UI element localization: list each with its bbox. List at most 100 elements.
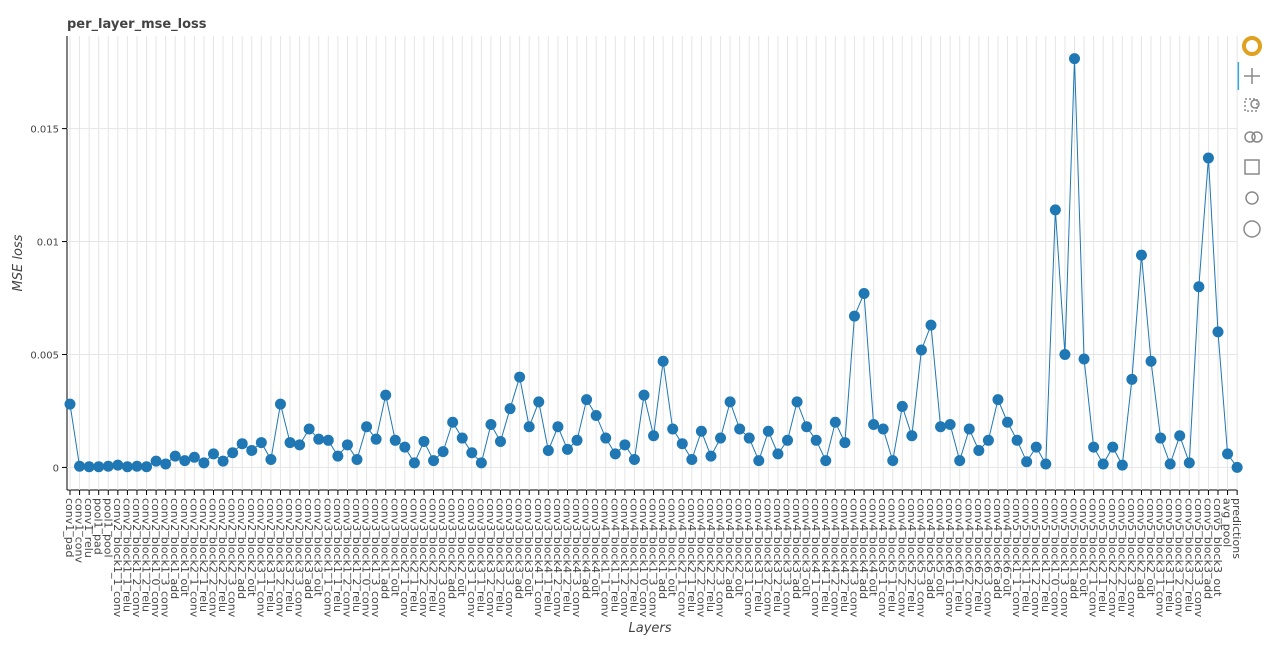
- x-tick-label: conv5_block2_1_conv: [1087, 498, 1100, 618]
- data-point: [1135, 249, 1147, 261]
- x-tick-label: conv2_block1_1_relu: [120, 498, 133, 612]
- y-axis-label: MSE loss: [11, 234, 26, 291]
- data-point: [64, 398, 76, 410]
- data-point: [715, 432, 727, 444]
- x-tick-label: conv4_block2_3_conv: [714, 498, 727, 618]
- data-point: [169, 450, 181, 462]
- x-tick-label: conv4_block5_2_conv: [895, 498, 908, 618]
- data-point: [1107, 441, 1119, 453]
- x-tick-label: conv4_block5_1_conv: [876, 498, 889, 618]
- data-point: [648, 430, 660, 442]
- data-point: [1145, 355, 1157, 367]
- data-point: [1059, 348, 1071, 360]
- data-point: [1155, 432, 1167, 444]
- x-tick-label: conv4_block2_1_relu: [685, 498, 698, 612]
- data-point: [102, 460, 114, 472]
- x-tick-label: conv4_block1_1_relu: [608, 498, 621, 612]
- data-point: [179, 455, 191, 467]
- x-tick-label: conv4_block5_3_conv: [914, 498, 927, 618]
- x-tick-label: conv5_block1_0_conv: [1048, 498, 1061, 618]
- data-point: [868, 418, 880, 430]
- x-tick-label: conv4_block6_add: [991, 498, 1004, 599]
- x-tick-label: conv3_block4_2_conv: [551, 498, 564, 618]
- data-point: [858, 287, 870, 299]
- x-tick-label: conv5_block2_add: [1134, 498, 1147, 599]
- help-tool[interactable]: [1243, 220, 1261, 238]
- x-tick-label: conv4_block1_3_conv: [647, 498, 660, 618]
- data-point: [657, 355, 669, 367]
- data-point: [1222, 448, 1234, 460]
- x-tick-label: conv2_block2_2_conv: [206, 498, 219, 618]
- x-tick-label: conv5_block3_3_conv: [1192, 498, 1205, 618]
- x-tick-label: conv3_block4_1_conv: [532, 498, 545, 618]
- x-tick-label: conv4_block1_0_conv: [637, 498, 650, 618]
- data-point: [370, 433, 382, 445]
- x-tick-label: conv1_conv: [73, 498, 86, 564]
- data-point: [112, 459, 124, 471]
- data-point: [1021, 456, 1033, 468]
- data-point: [494, 435, 506, 447]
- x-tick-label: conv4_block1_1_conv: [599, 498, 612, 618]
- x-tick-label: conv4_block1_add: [656, 498, 669, 599]
- x-tick-label: conv2_block1_2_conv: [130, 498, 143, 618]
- pan-tool[interactable]: [1244, 68, 1260, 84]
- data-point: [1183, 457, 1195, 469]
- data-point: [437, 446, 449, 458]
- toolbar: [1237, 36, 1263, 238]
- y-tick-label: 0.005: [30, 350, 59, 361]
- data-point: [93, 461, 105, 473]
- x-tick-label: conv3_block2_add: [446, 498, 459, 599]
- data-point: [361, 421, 373, 433]
- data-point: [724, 396, 736, 408]
- data-point: [485, 418, 497, 430]
- x-tick-label: conv3_block1_3_conv: [369, 498, 382, 618]
- data-point: [332, 450, 344, 462]
- x-tick-label: conv4_block5_add: [924, 498, 937, 599]
- data-point: [600, 432, 612, 444]
- x-tick-label: conv4_block4_3_conv: [847, 498, 860, 618]
- x-tick-label: conv2_block3_2_conv: [273, 498, 286, 618]
- x-tick-label: conv4_block2_add: [723, 498, 736, 599]
- wheel-zoom-tool[interactable]: [1244, 131, 1263, 143]
- data-point: [74, 460, 86, 472]
- x-tick-label: conv2_block3_1_conv: [254, 498, 267, 618]
- x-tick-label: pool1_pool: [101, 498, 114, 558]
- x-tick-label: conv2_block2_2_relu: [216, 498, 229, 612]
- data-point: [705, 450, 717, 462]
- data-point: [992, 394, 1004, 406]
- data-point: [935, 421, 947, 433]
- bokeh-logo[interactable]: [1242, 36, 1262, 56]
- data-point: [1212, 326, 1224, 338]
- x-tick-label: conv3_block2_3_conv: [436, 498, 449, 618]
- x-tick-label: conv1_relu: [82, 498, 95, 558]
- data-point: [1202, 152, 1214, 164]
- x-tick-label: conv3_block3_out: [522, 498, 535, 597]
- data-point: [303, 423, 315, 435]
- x-tick-label: conv4_block4_2_relu: [838, 498, 851, 612]
- x-tick-label: conv2_block2_3_conv: [226, 498, 239, 618]
- x-tick-label: conv3_block4_3_conv: [570, 498, 583, 618]
- data-point: [667, 423, 679, 435]
- x-tick-label: conv3_block1_add: [379, 498, 392, 599]
- data-point: [1116, 459, 1128, 471]
- data-point: [1068, 53, 1080, 65]
- x-tick-label: conv5_block1_out: [1077, 498, 1090, 597]
- x-tick-label: conv4_block4_1_relu: [819, 498, 832, 612]
- x-tick-label: conv5_block3_2_relu: [1182, 498, 1195, 612]
- x-tick-label: avg_pool: [1221, 498, 1234, 547]
- x-tick-label: predictions: [1230, 498, 1243, 559]
- x-tick-label: conv4_block6_out: [1001, 498, 1014, 597]
- data-point: [925, 319, 937, 331]
- reset-tool[interactable]: [1245, 191, 1259, 205]
- x-tick-label: conv4_block2_2_relu: [704, 498, 717, 612]
- data-point: [504, 403, 516, 415]
- data-point: [121, 461, 133, 473]
- data-point: [456, 432, 468, 444]
- x-tick-label: conv3_block1_2_relu: [350, 498, 363, 612]
- data-point: [848, 310, 860, 322]
- save-tool[interactable]: [1244, 159, 1260, 175]
- data-point: [1126, 373, 1138, 385]
- data-point: [294, 439, 306, 451]
- data-point: [150, 455, 162, 467]
- box-zoom-tool[interactable]: [1244, 98, 1260, 112]
